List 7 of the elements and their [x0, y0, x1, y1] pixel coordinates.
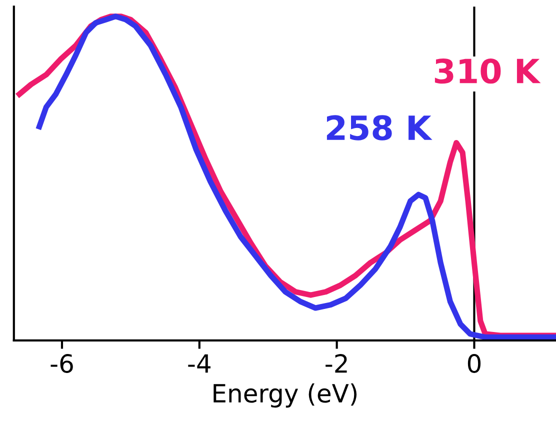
series-label: 258 K — [326, 115, 432, 140]
x-tick-label: -6 — [50, 354, 73, 373]
series-label: 310 K — [434, 58, 541, 84]
x-tick-label: -2 — [326, 354, 347, 373]
x-tick-label: -4 — [188, 354, 210, 373]
x-axis-title: Energy (eV) — [214, 383, 357, 408]
x-tick-label: 0 — [468, 354, 481, 373]
